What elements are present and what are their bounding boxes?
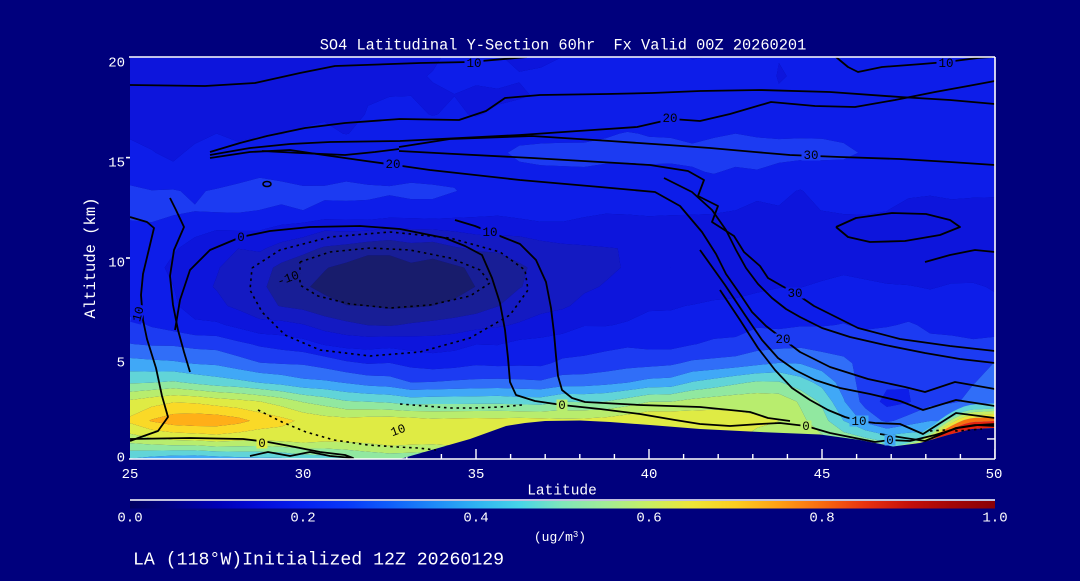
- svg-text:0: 0: [802, 420, 810, 434]
- svg-text:35: 35: [468, 467, 485, 483]
- svg-text:0.2: 0.2: [290, 511, 315, 527]
- svg-text:40: 40: [641, 467, 658, 483]
- svg-text:10: 10: [851, 415, 866, 429]
- svg-text:15: 15: [108, 156, 125, 172]
- svg-text:SO4 Latitudinal Y-Section 60hr: SO4 Latitudinal Y-Section 60hr Fx Valid …: [320, 37, 807, 55]
- svg-text:50: 50: [986, 467, 1003, 483]
- svg-text:5: 5: [117, 356, 125, 372]
- svg-text:20: 20: [662, 112, 677, 126]
- svg-text:0: 0: [237, 231, 245, 245]
- svg-text:0: 0: [558, 399, 566, 413]
- svg-text:10: 10: [108, 256, 125, 272]
- svg-text:0.8: 0.8: [809, 511, 834, 527]
- svg-text:0.0: 0.0: [117, 511, 142, 527]
- svg-text:30: 30: [787, 287, 802, 301]
- svg-text:0: 0: [117, 451, 125, 467]
- svg-text:Latitude: Latitude: [527, 484, 597, 500]
- svg-text:10: 10: [938, 57, 953, 71]
- svg-text:20: 20: [108, 56, 125, 72]
- svg-text:30: 30: [295, 467, 312, 483]
- svg-text:0: 0: [886, 434, 894, 448]
- svg-text:10: 10: [482, 226, 497, 240]
- svg-text:1.0: 1.0: [982, 511, 1007, 527]
- svg-text:30: 30: [803, 149, 818, 163]
- svg-text:10: 10: [389, 422, 408, 440]
- svg-text:45: 45: [814, 467, 831, 483]
- svg-text:Altitude (km): Altitude (km): [82, 198, 100, 319]
- svg-text:(ug/m3): (ug/m3): [534, 530, 586, 545]
- svg-text:LA (118°W)Initialized 12Z 2026: LA (118°W)Initialized 12Z 20260129: [133, 551, 504, 571]
- svg-text:0.6: 0.6: [636, 511, 661, 527]
- svg-text:20: 20: [775, 333, 790, 347]
- svg-text:0.4: 0.4: [463, 511, 488, 527]
- svg-text:10: 10: [130, 305, 147, 323]
- svg-text:0: 0: [258, 437, 266, 451]
- svg-text:25: 25: [122, 467, 139, 483]
- svg-text:20: 20: [385, 158, 400, 172]
- svg-text:10: 10: [466, 57, 481, 71]
